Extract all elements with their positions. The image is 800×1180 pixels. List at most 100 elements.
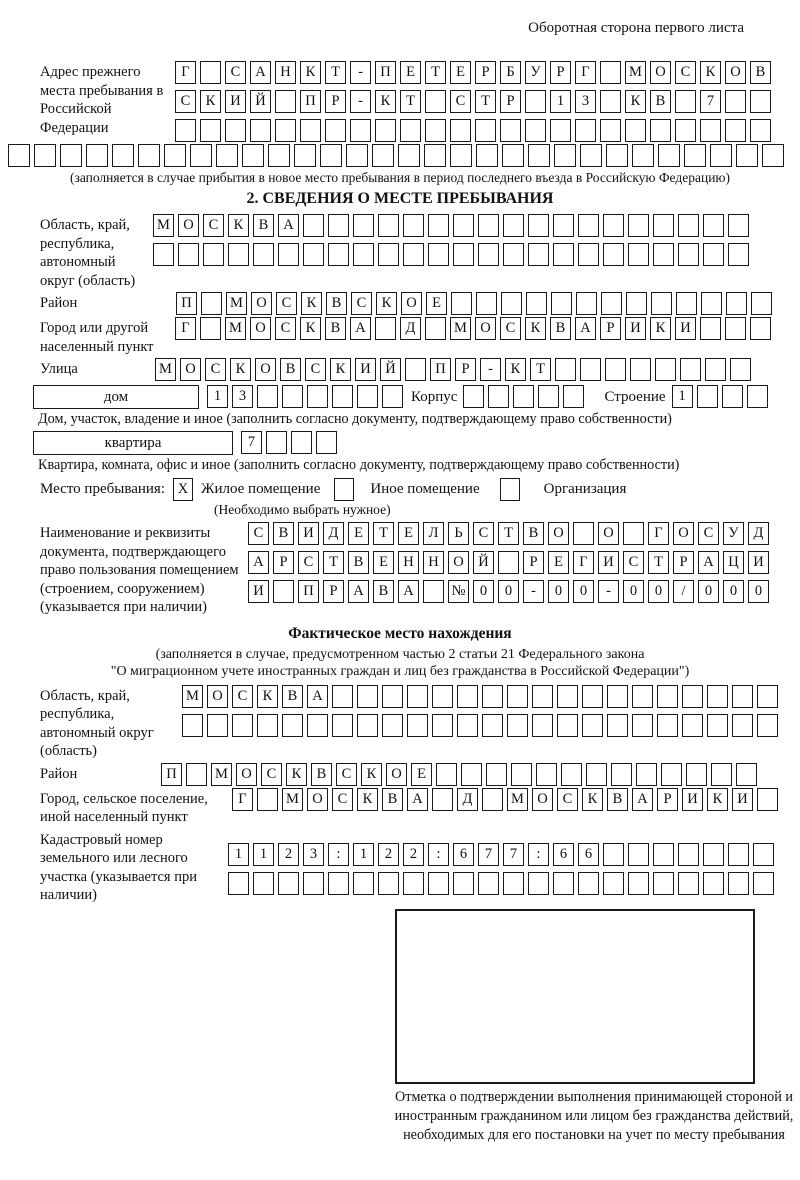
char-cell: В [650,90,671,113]
char-cell [282,385,303,408]
char-cell [553,214,574,237]
char-cell: Р [455,358,476,381]
char-cell: О [180,358,201,381]
section2-title: 2. СВЕДЕНИЯ О МЕСТЕ ПРЕБЫВАНИЯ [246,190,554,207]
korpus-boxes [463,385,585,408]
kvartira-rect-label: квартира [33,431,233,455]
char-cell [503,871,524,895]
char-cell: 2 [378,842,399,866]
char-cell [575,119,596,142]
char-cell [403,214,424,237]
char-cell [203,243,224,266]
char-cell: И [675,317,696,340]
char-cell: М [282,787,303,811]
char-cell [582,684,603,708]
char-cell [658,144,680,167]
char-cell [328,243,349,266]
char-cell [153,243,174,266]
char-cell: М [155,358,176,381]
char-cell: С [450,90,471,113]
char-cell [655,358,676,381]
char-cell [300,119,321,142]
char-cell [600,61,621,84]
char-cell [478,871,499,895]
char-cell [316,431,337,454]
char-cell: С [203,214,224,237]
char-cell [250,119,271,142]
char-cell [603,842,624,866]
char-cell [190,144,212,167]
dom-caption: Дом, участок, владение и иное (заполнить… [38,411,672,427]
char-cell: Т [648,551,669,574]
char-cell: С [675,61,696,84]
char-cell [475,119,496,142]
char-cell: И [355,358,376,381]
factual-oblast-boxes-row2 [182,713,778,737]
char-cell [661,762,682,786]
char-cell [628,871,649,895]
char-cell [424,144,446,167]
char-cell [757,713,778,737]
char-cell: К [330,358,351,381]
char-cell: 0 [473,580,494,603]
char-cell: Т [475,90,496,113]
char-cell: 3 [232,385,253,408]
char-cell: К [505,358,526,381]
char-cell: М [225,317,246,340]
kadastr-section: Кадастровый номер земельного или лесного… [40,829,792,905]
char-cell: В [282,684,303,708]
char-cell [536,762,557,786]
dom-rect-label: дом [33,385,199,409]
char-cell: О [401,292,422,315]
char-cell [453,214,474,237]
char-cell [750,90,771,113]
char-cell: О [475,317,496,340]
char-cell [232,713,253,737]
char-cell: 1 [671,385,693,408]
char-cell [732,684,753,708]
char-cell: В [280,358,301,381]
char-cell [507,713,528,737]
char-cell [353,243,374,266]
char-cell [482,684,503,708]
char-cell [676,292,697,315]
char-cell [525,90,546,113]
char-cell: С [276,292,297,315]
char-cell: 0 [548,580,569,603]
char-cell [186,762,207,786]
char-cell [732,713,753,737]
char-cell [403,871,424,895]
char-cell [382,385,403,408]
char-cell [501,292,522,315]
factual-oblast-section: Область, край, республика, автономный ок… [40,684,792,761]
char-cell [557,713,578,737]
factual-oblast-label: Область, край, республика, автономный ок… [40,687,154,760]
char-cell: С [298,551,319,574]
char-cell: Р [523,551,544,574]
char-cell [730,358,751,381]
char-cell: С [232,684,253,708]
char-cell: 7 [700,90,721,113]
char-cell: О [673,522,694,545]
char-cell: Р [673,551,694,574]
char-cell [482,713,503,737]
char-cell: Т [498,522,519,545]
char-cell [532,713,553,737]
char-cell [625,119,646,142]
char-cell: 0 [748,580,769,603]
char-cell: С [698,522,719,545]
page-header-note: Оборотная сторона первого листа [528,20,744,36]
char-cell [275,90,296,113]
char-cell: Д [748,522,769,545]
char-cell [278,243,299,266]
char-cell: А [350,317,371,340]
char-cell: : [528,842,549,866]
char-cell: В [550,317,571,340]
prev-address-boxes-row3 [175,119,771,142]
char-cell [357,385,378,408]
char-cell [728,871,749,895]
char-cell: К [361,762,382,786]
char-cell: В [373,580,394,603]
